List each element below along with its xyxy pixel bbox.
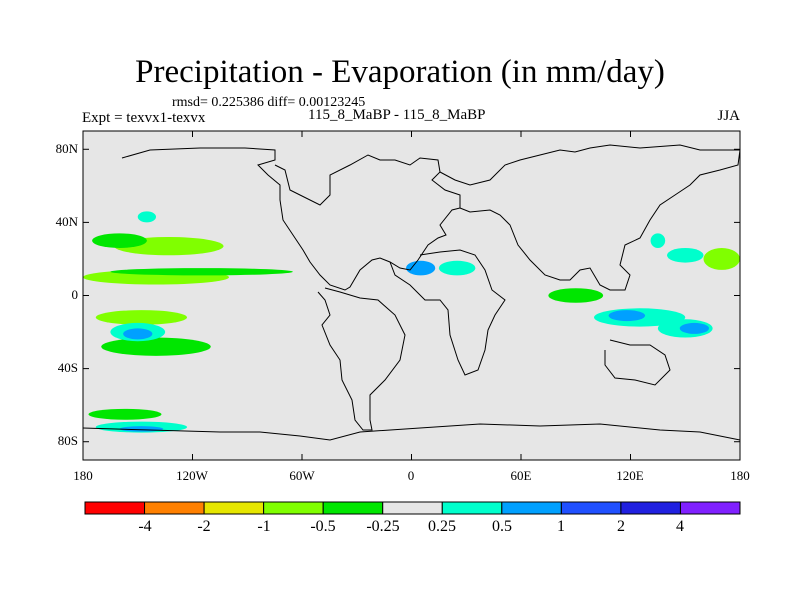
x-tick-180-left: 180 [73, 468, 93, 483]
colorbar [84, 501, 741, 515]
colorbar-swatch [441, 501, 503, 515]
contour-region [88, 408, 162, 420]
colorbar-swatch [501, 501, 562, 515]
contour-region [667, 247, 704, 263]
contour-region [548, 288, 604, 303]
contour-region [110, 268, 293, 276]
contour-region [438, 260, 476, 276]
contour-region [608, 310, 646, 322]
y-tick-40S: 40S [57, 360, 78, 375]
colorbar-label: 2 [617, 518, 625, 535]
contour-region [101, 337, 211, 356]
coastline-north-america [121, 147, 461, 291]
colorbar-swatch [322, 501, 384, 515]
colorbar-swatch [203, 501, 265, 515]
coastlines [82, 144, 741, 441]
x-tick-60W: 60W [289, 468, 315, 483]
colorbar-swatch [84, 501, 146, 515]
plot-background [83, 131, 740, 460]
coastline-south-america [317, 287, 406, 431]
contour-region [650, 233, 666, 248]
y-tick-0: 0 [71, 287, 79, 302]
contour-region [95, 310, 188, 325]
colorbar-swatch [620, 501, 681, 515]
colorbar-label: -0.5 [310, 518, 336, 535]
colorbar-swatch [560, 501, 622, 515]
contour-region [123, 328, 153, 340]
season-label: JJA [717, 108, 740, 124]
y-tick-40N: 40N [55, 214, 78, 229]
x-tick-120W: 120W [176, 468, 208, 483]
chart-subtitle: 115_8_MaBP - 115_8_MaBP [308, 107, 486, 123]
colorbar-label: 0.25 [428, 518, 456, 535]
contour-region [703, 247, 740, 270]
x-tick-60E: 60E [510, 468, 532, 483]
coastline-eurasia [439, 144, 741, 291]
stats-line: rmsd= 0.225386 diff= 0.00123245 [172, 95, 366, 110]
colorbar-swatch [263, 501, 324, 515]
contour-region [92, 233, 147, 248]
colorbar-label: -0.25 [366, 518, 400, 535]
contour-region [679, 322, 709, 334]
coastline-antarctica [82, 423, 741, 441]
colorbar-label: -1 [257, 518, 271, 535]
contour-regions [83, 211, 740, 433]
colorbar-swatch [679, 501, 741, 515]
axis-ticks [82, 131, 741, 460]
coastline-australia [604, 339, 671, 386]
x-tick-0: 0 [407, 468, 415, 483]
colorbar-label: 1 [557, 518, 565, 535]
colorbar-label: 0.5 [492, 518, 512, 535]
contour-region [137, 211, 156, 223]
colorbar-label: -2 [197, 518, 211, 535]
colorbar-swatch [144, 501, 205, 515]
x-tick-180-right: 180 [730, 468, 750, 483]
y-tick-80N: 80N [55, 141, 78, 156]
colorbar-label: -4 [138, 518, 152, 535]
colorbar-label: 4 [676, 518, 684, 535]
chart-title: Precipitation - Evaporation (in mm/day) [135, 54, 665, 90]
coastline-africa [389, 249, 506, 376]
experiment-label: Expt = texvx1-texvx [82, 110, 206, 126]
y-tick-80S: 80S [57, 433, 78, 448]
colorbar-swatch [382, 501, 443, 515]
contour-region [406, 260, 436, 276]
x-tick-120E: 120E [616, 468, 644, 483]
